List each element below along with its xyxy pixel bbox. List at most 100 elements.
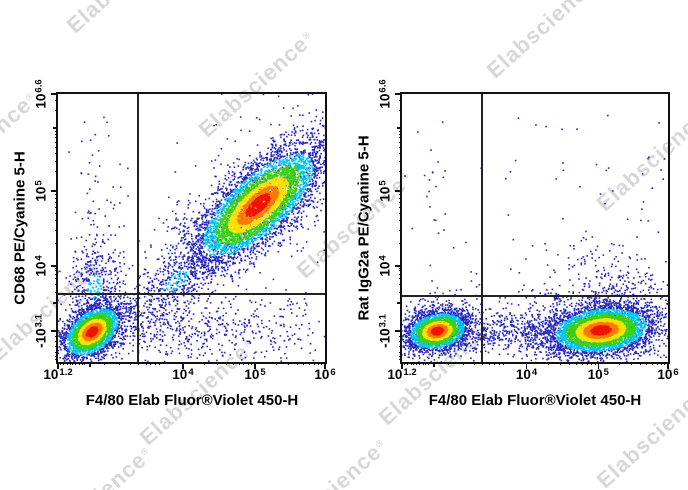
axis-tick (425, 362, 427, 365)
axis-tick (145, 362, 147, 365)
axis-tick (399, 137, 402, 139)
x-axis-label-right: F4/80 Elab Fluor®Violet 450-H (428, 392, 642, 409)
axis-tick (81, 362, 83, 365)
axis-tick (243, 362, 245, 365)
axis-tick (399, 100, 402, 102)
axis-tick (410, 362, 412, 365)
axis-tick (55, 277, 58, 279)
axis-tick (317, 362, 319, 365)
axis-tick (399, 171, 402, 173)
axis-tick (51, 93, 58, 95)
axis-tick (399, 270, 402, 272)
axis-tick (53, 302, 58, 304)
scatter-canvas-left (58, 94, 325, 362)
y-tick-label: 105 (377, 180, 393, 202)
axis-tick (404, 362, 406, 365)
axis-tick (55, 160, 58, 162)
axis-tick (72, 362, 74, 365)
quadrant-gate-vertical-right (481, 94, 483, 362)
axis-tick (399, 346, 402, 348)
axis-tick (399, 146, 402, 148)
axis-tick (275, 362, 277, 365)
axis-tick (303, 362, 305, 365)
axis-tick (416, 362, 418, 365)
axis-tick (399, 130, 402, 132)
axis-tick (399, 194, 402, 195)
axis-tick (399, 351, 402, 353)
axis-tick (569, 362, 571, 365)
axis-tick (399, 277, 402, 279)
axis-tick (652, 362, 654, 365)
axis-tick (399, 202, 402, 204)
axis-tick (55, 335, 58, 337)
axis-tick (55, 171, 58, 173)
axis-tick (399, 133, 402, 135)
axis-tick (399, 242, 402, 244)
axis-tick (560, 362, 562, 365)
quadrant-gate-vertical-left (137, 94, 139, 362)
x-tick-label: 104 (515, 367, 538, 382)
quadrant-gate-horizontal-left (58, 293, 325, 295)
axis-tick (204, 362, 206, 365)
axis-tick (399, 213, 402, 215)
axis-tick (639, 362, 641, 365)
x-tick-label: 105 (587, 367, 609, 382)
axis-tick (254, 362, 256, 369)
axis-tick (399, 283, 402, 285)
axis-tick (422, 362, 424, 365)
axis-tick (399, 341, 402, 343)
axis-tick (646, 362, 648, 365)
axis-tick (395, 330, 402, 332)
axis-tick (419, 362, 421, 365)
axis-tick (138, 362, 140, 365)
axis-tick (119, 362, 121, 365)
axis-tick (321, 362, 323, 365)
axis-tick (216, 362, 218, 365)
axis-tick (489, 362, 491, 365)
x-tick-label: 101.2 (43, 367, 73, 382)
axis-tick (631, 362, 633, 365)
axis-tick (397, 302, 402, 304)
axis-tick (78, 362, 80, 365)
axis-tick (51, 190, 58, 192)
axis-tick (494, 362, 496, 365)
axis-tick (55, 283, 58, 285)
axis-tick (55, 341, 58, 343)
axis-tick (247, 362, 249, 365)
axis-tick (287, 362, 289, 365)
quadrant-gate-horizontal-right (402, 295, 668, 297)
axis-tick (296, 362, 298, 365)
x-tick-label: 106 (657, 367, 679, 382)
axis-tick (53, 127, 58, 129)
axis-tick (313, 362, 315, 365)
axis-tick (55, 273, 58, 275)
scatter-canvas-right (402, 94, 668, 362)
axis-tick (55, 220, 58, 222)
axis-tick (547, 362, 549, 365)
axis-tick (51, 330, 58, 332)
axis-tick (324, 362, 326, 369)
axis-tick (89, 362, 91, 367)
axis-tick (225, 362, 227, 365)
axis-tick (503, 362, 505, 365)
axis-tick (474, 362, 476, 365)
x-tick-label: 104 (172, 367, 194, 382)
axis-tick (463, 362, 465, 365)
y-tick-label: 106.6 (377, 79, 393, 109)
axis-tick (401, 362, 403, 369)
axis-tick (55, 152, 58, 154)
axis-tick (55, 202, 58, 204)
axis-tick (395, 190, 402, 192)
axis-tick (238, 362, 240, 365)
x-tick-label: 106 (314, 367, 336, 382)
y-tick-label: -103.1 (377, 314, 393, 348)
axis-tick (581, 362, 583, 365)
axis-tick (55, 130, 58, 132)
axis-tick (66, 362, 68, 365)
axis-tick (594, 362, 596, 365)
axis-tick (130, 362, 132, 365)
axis-tick (399, 160, 402, 162)
axis-tick (60, 362, 62, 365)
axis-tick (55, 351, 58, 353)
